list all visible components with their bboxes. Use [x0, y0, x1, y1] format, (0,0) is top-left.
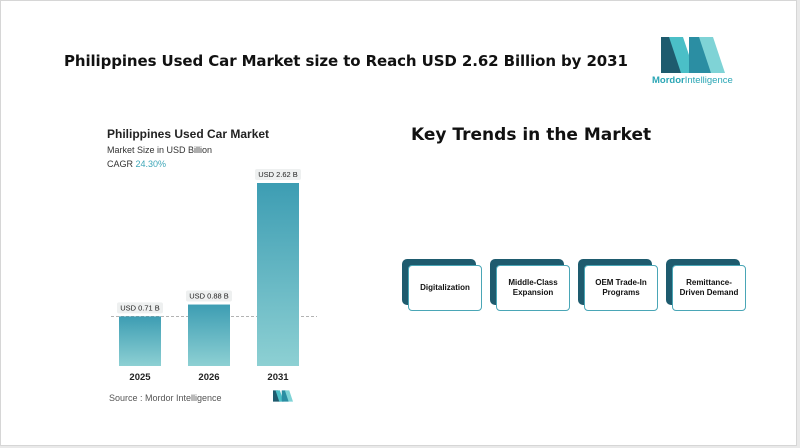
cagr-label: CAGR	[107, 159, 134, 169]
data-label-background	[255, 169, 301, 180]
logo-word-intelligence: Intelligence	[684, 75, 733, 86]
bar	[119, 316, 161, 366]
data-label: USD 2.62 B	[258, 170, 298, 179]
x-tick-label: 2031	[267, 372, 289, 383]
mordor-intelligence-logo: MordorIntelligence	[649, 37, 749, 89]
logo-mark-icon	[661, 37, 725, 73]
trend-label: OEM Trade-In Programs	[584, 265, 658, 311]
trend-card: Middle-Class Expansion	[490, 259, 570, 311]
trend-card: Digitalization	[402, 259, 482, 311]
bar	[257, 183, 299, 366]
chart-cagr: CAGR 24.30%	[107, 159, 166, 169]
data-label: USD 0.88 B	[189, 292, 229, 301]
trend-label: Remittance-Driven Demand	[672, 265, 746, 311]
page-title: Philippines Used Car Market size to Reac…	[64, 52, 628, 70]
logo-word-mordor: Mordor	[652, 75, 685, 86]
trend-card: Remittance-Driven Demand	[666, 259, 746, 311]
source-note: Source : Mordor Intelligence	[109, 393, 222, 403]
data-label-background	[117, 302, 163, 314]
chart-subtitle: Market Size in USD Billion	[107, 145, 213, 155]
data-label: USD 0.71 B	[120, 303, 160, 312]
trend-card: OEM Trade-In Programs	[578, 259, 658, 311]
source-logo-icon	[273, 390, 293, 402]
x-tick-label: 2026	[198, 372, 219, 383]
trend-label: Digitalization	[408, 265, 482, 311]
bar-chart: USD 0.71 B 2025 USD 0.88 B 2026 USD 2.62 B 20…	[111, 169, 317, 383]
trends-title: Key Trends in the Market	[411, 125, 652, 145]
bar	[188, 304, 230, 366]
logo-text: MordorIntelligence	[652, 75, 733, 86]
chart-title: Philippines Used Car Market	[107, 127, 270, 141]
data-label-background	[186, 290, 232, 302]
cagr-value: 24.30%	[135, 159, 167, 169]
x-tick-label: 2025	[129, 372, 151, 383]
trend-label: Middle-Class Expansion	[496, 265, 570, 311]
